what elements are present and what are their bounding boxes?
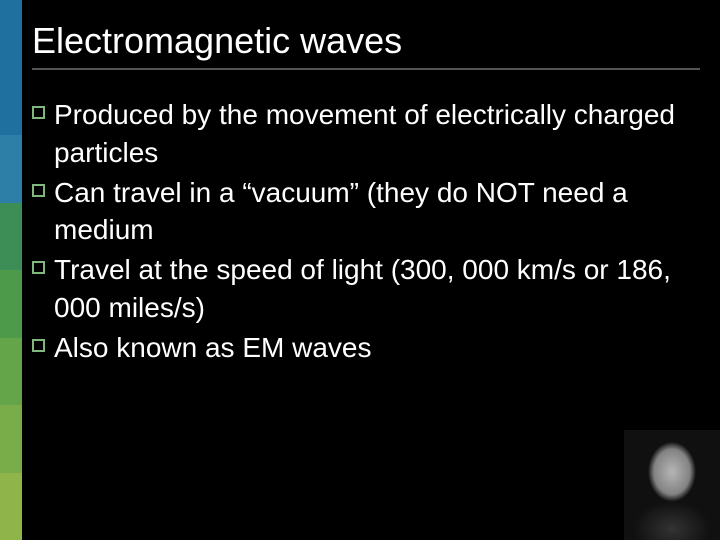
bar-segment (0, 338, 22, 406)
bar-segment (0, 0, 22, 68)
portrait-image (624, 430, 720, 540)
bar-segment (0, 405, 22, 473)
bullet-text: Produced by the movement of electrically… (54, 99, 675, 168)
bar-segment (0, 270, 22, 338)
bar-segment (0, 135, 22, 203)
portrait-image-placeholder (624, 430, 720, 540)
slide-content: Electromagnetic waves Produced by the mo… (32, 20, 700, 369)
bar-segment (0, 473, 22, 540)
slide-title: Electromagnetic waves (32, 20, 700, 70)
list-item: Produced by the movement of electrically… (32, 96, 700, 172)
bullet-text: Can travel in a “vacuum” (they do NOT ne… (54, 177, 628, 246)
list-item: Travel at the speed of light (300, 000 k… (32, 251, 700, 327)
accent-sidebar (0, 0, 22, 540)
list-item: Also known as EM waves (32, 329, 700, 367)
bar-segment (0, 68, 22, 136)
square-bullet-icon (32, 184, 45, 197)
square-bullet-icon (32, 339, 45, 352)
square-bullet-icon (32, 261, 45, 274)
bullet-text: Travel at the speed of light (300, 000 k… (54, 254, 671, 323)
square-bullet-icon (32, 106, 45, 119)
bullet-list: Produced by the movement of electrically… (32, 96, 700, 367)
bullet-text: Also known as EM waves (54, 332, 371, 363)
list-item: Can travel in a “vacuum” (they do NOT ne… (32, 174, 700, 250)
bar-segment (0, 203, 22, 271)
